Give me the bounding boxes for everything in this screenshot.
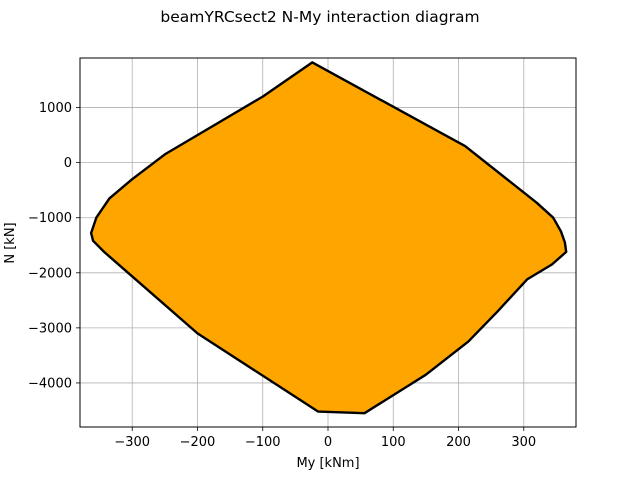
y-tick-label: −2000 xyxy=(28,266,72,281)
y-axis-label: N [kN] xyxy=(3,222,18,263)
x-tick-label: 200 xyxy=(446,435,471,450)
x-tick-label: 100 xyxy=(381,435,406,450)
x-tick-label: 300 xyxy=(511,435,536,450)
x-tick-label: −300 xyxy=(114,435,150,450)
interaction-area xyxy=(89,61,568,415)
y-tick-label: 1000 xyxy=(39,101,72,116)
x-axis-label: My [kNm] xyxy=(296,456,359,471)
x-tick-label: 0 xyxy=(324,435,332,450)
y-tick-label: −4000 xyxy=(28,376,72,391)
y-tick-label: −1000 xyxy=(28,211,72,226)
y-tick-label: 0 xyxy=(64,156,72,171)
x-ticks: −300 −200 −100 0 100 200 300 xyxy=(114,427,536,450)
y-ticks: −4000 −3000 −2000 −1000 0 1000 xyxy=(28,101,80,391)
x-tick-label: −100 xyxy=(245,435,281,450)
chart-title: beamYRCsect2 N-My interaction diagram xyxy=(160,8,479,26)
x-tick-label: −200 xyxy=(180,435,216,450)
y-tick-label: −3000 xyxy=(28,321,72,336)
interaction-polygon xyxy=(89,61,568,415)
